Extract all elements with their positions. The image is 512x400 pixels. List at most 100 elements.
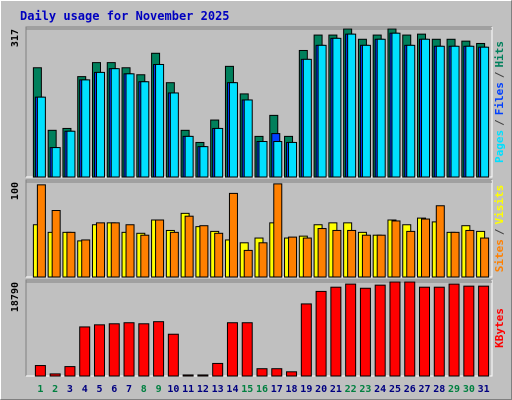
bar (243, 99, 253, 178)
chart-title: Daily usage for November 2025 (20, 9, 230, 23)
bar (376, 234, 386, 278)
legend-separator: / (493, 228, 506, 235)
x-tick-label: 18 (286, 384, 298, 395)
x-tick-label: 14 (226, 384, 238, 395)
bar (169, 231, 179, 278)
legend-entry: Visits (493, 185, 506, 225)
bar (376, 38, 386, 178)
bar (273, 141, 283, 178)
bar (406, 44, 416, 178)
x-tick-label: 23 (359, 384, 371, 395)
x-tick-label: 8 (141, 384, 147, 395)
bar (347, 229, 357, 278)
bar (93, 324, 105, 377)
x-tick-label: 5 (96, 384, 102, 395)
x-tick-label: 16 (256, 384, 268, 395)
legend-entry: KBytes (493, 308, 506, 348)
bar (140, 234, 150, 278)
x-tick-label: 17 (271, 384, 283, 395)
bar (169, 92, 179, 178)
plot-border-light (26, 280, 493, 377)
x-tick-label: 13 (212, 384, 224, 395)
x-tick-label: 6 (111, 384, 117, 395)
bar (450, 231, 460, 278)
bar (448, 283, 460, 377)
y-tick-label: 100 (10, 182, 21, 200)
bar (155, 63, 165, 178)
bar (332, 37, 342, 178)
legend: Sites / Visits (493, 185, 506, 273)
legend-entry: Files (493, 82, 506, 115)
legend-entry: Pages (493, 130, 506, 163)
bar (81, 239, 91, 278)
bar (288, 141, 298, 178)
x-tick-label: 27 (418, 384, 430, 395)
bar (36, 184, 46, 278)
bar (315, 290, 327, 377)
bar (199, 225, 209, 278)
x-tick-label: 21 (330, 384, 342, 395)
bar (184, 135, 194, 178)
bar (51, 147, 61, 178)
bar (214, 127, 224, 178)
bar (182, 374, 194, 377)
bar (110, 68, 120, 178)
bar (435, 205, 445, 278)
bar (480, 237, 490, 278)
bar (300, 303, 312, 377)
x-tick-label: 22 (345, 384, 357, 395)
bar (199, 146, 209, 178)
x-tick-label: 26 (404, 384, 416, 395)
legend-entry: Hits (493, 41, 506, 68)
bar (184, 215, 194, 278)
bar (435, 45, 445, 178)
x-tick-label: 31 (478, 384, 490, 395)
bar (389, 281, 401, 377)
bar (125, 73, 135, 178)
x-tick-label: 2 (52, 384, 58, 395)
bar (361, 234, 371, 278)
bar (36, 96, 46, 178)
bar (347, 33, 357, 178)
bar (361, 44, 371, 178)
plot-border-dark (25, 179, 492, 277)
legend-separator: / (493, 119, 506, 126)
x-tick-label: 30 (463, 384, 475, 395)
bar (271, 368, 283, 377)
bar (419, 286, 431, 377)
bar (404, 281, 416, 377)
bar (332, 229, 342, 278)
bar (125, 224, 135, 278)
y-tick-label: 317 (10, 29, 21, 47)
legend: KBytes (493, 308, 506, 348)
bar (465, 229, 475, 278)
x-tick-label: 4 (82, 384, 88, 395)
bar (34, 365, 46, 377)
bar (406, 230, 416, 278)
x-tick-label: 10 (167, 384, 179, 395)
x-tick-label: 1 (37, 384, 43, 395)
bar (258, 141, 268, 178)
x-tick-label: 7 (126, 384, 132, 395)
bar (256, 368, 268, 377)
bar (391, 32, 401, 178)
x-tick-label: 9 (156, 384, 162, 395)
bar (212, 362, 224, 377)
bar (155, 219, 165, 278)
x-tick-label: 15 (241, 384, 253, 395)
bar (138, 323, 150, 377)
bar (359, 287, 371, 377)
bar (110, 222, 120, 278)
bar (421, 38, 431, 178)
x-tick-label: 28 (433, 384, 445, 395)
x-tick-label: 12 (197, 384, 209, 395)
bar (302, 237, 312, 278)
bar (214, 232, 224, 278)
x-tick-label: 29 (448, 384, 460, 395)
bar (288, 236, 298, 278)
bar (108, 323, 120, 377)
bar (228, 82, 238, 178)
bar (478, 285, 490, 377)
bar (421, 218, 431, 278)
bar (243, 249, 253, 278)
